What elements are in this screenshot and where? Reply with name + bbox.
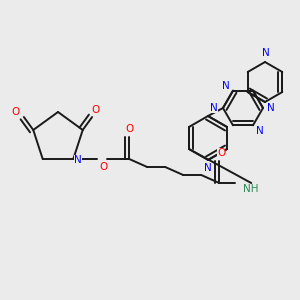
Text: N: N xyxy=(204,163,212,173)
Text: N: N xyxy=(74,155,82,165)
Text: N: N xyxy=(262,48,270,58)
Text: N: N xyxy=(222,81,230,91)
Text: N: N xyxy=(267,103,275,113)
Text: O: O xyxy=(12,107,20,117)
Text: N: N xyxy=(256,126,264,136)
Text: N: N xyxy=(210,103,218,113)
Text: O: O xyxy=(99,162,107,172)
Text: O: O xyxy=(217,148,225,158)
Text: NH: NH xyxy=(243,184,259,194)
Text: O: O xyxy=(91,105,99,115)
Text: O: O xyxy=(125,124,134,134)
